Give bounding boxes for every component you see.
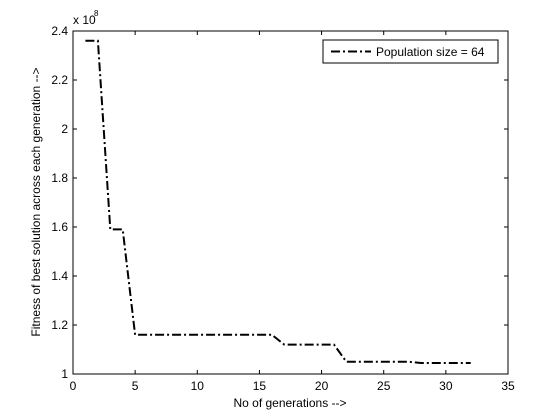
x-tick-label: 35 <box>501 379 515 393</box>
x-tick-label: 5 <box>132 379 139 393</box>
series-line-population-64 <box>85 39 471 364</box>
y-tick-label: 1.2 <box>51 318 68 332</box>
y-tick-label: 1 <box>61 367 68 381</box>
x-tick-label: 0 <box>70 379 77 393</box>
y-tick-label: 2.2 <box>51 73 68 87</box>
y-tick-label: 2.4 <box>51 24 68 38</box>
exponent-base: x 10 <box>73 13 96 27</box>
y-tick-labels: 1 1.2 1.4 1.6 1.8 2 2.2 2.4 <box>51 24 68 381</box>
x-tick-label: 15 <box>253 379 267 393</box>
x-tick-labels: 0 5 10 15 20 25 30 35 <box>70 379 515 393</box>
legend-box <box>322 39 499 64</box>
x-tick-label: 20 <box>315 379 329 393</box>
x-axis-label: No of generations --> <box>233 396 346 410</box>
exponent-power: 8 <box>94 9 99 18</box>
plot-border <box>72 30 509 375</box>
x-tick-label: 10 <box>191 379 205 393</box>
x-tick-label: 30 <box>439 379 453 393</box>
legend: Population size = 64 <box>322 39 499 64</box>
plot-area <box>73 31 508 374</box>
y-tick-label: 1.8 <box>51 171 68 185</box>
y-tick-label: 1.6 <box>51 220 68 234</box>
y-tick-label: 1.4 <box>51 269 68 283</box>
x-tick-label: 25 <box>377 379 391 393</box>
y-tick-label: 2 <box>61 122 68 136</box>
legend-entry-population-64: Population size = 64 <box>376 45 485 59</box>
y-axis-label: Fitness of best solution across each gen… <box>29 67 43 336</box>
